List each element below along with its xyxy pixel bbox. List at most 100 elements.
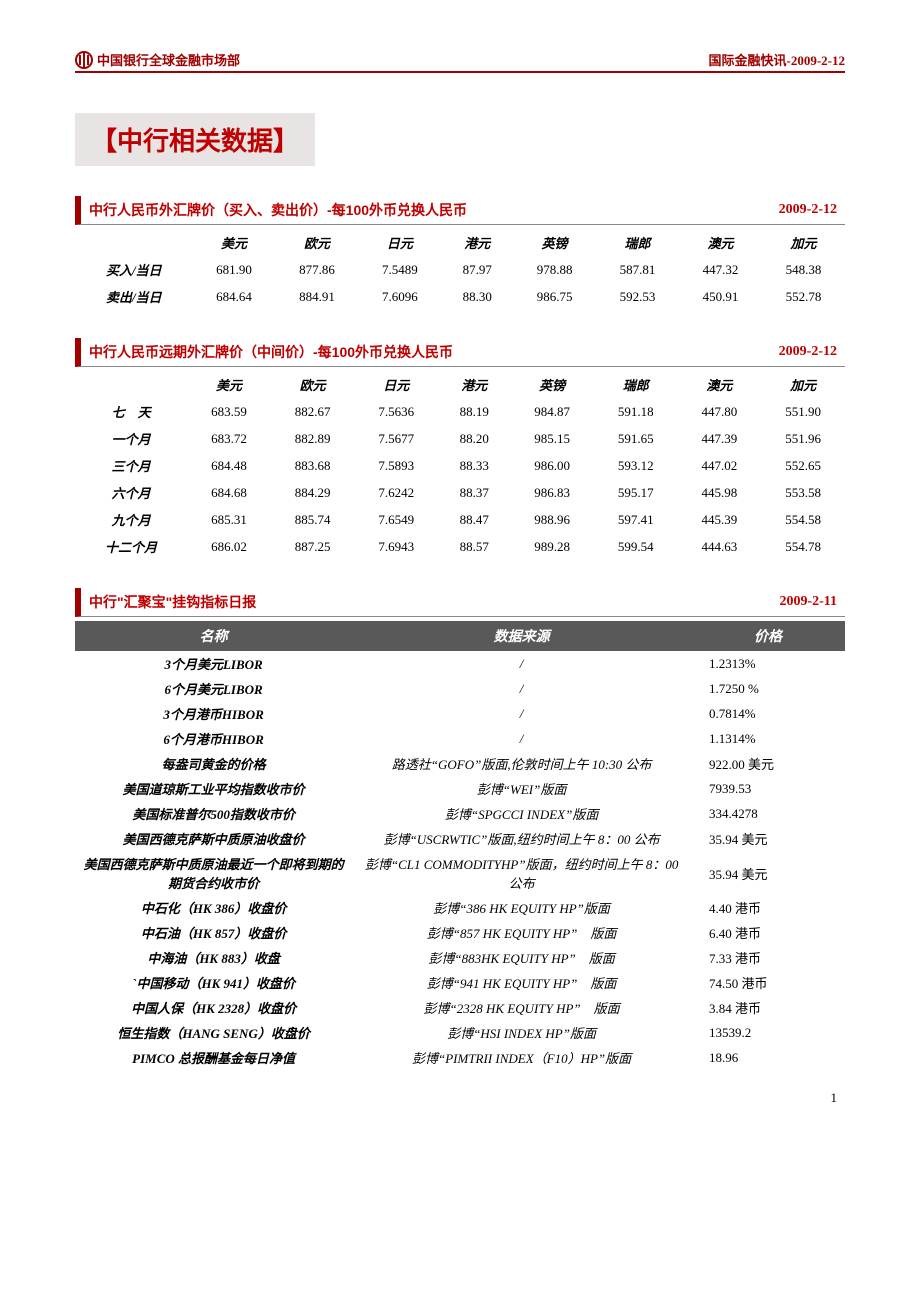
cell: 447.80 [678,398,762,425]
boc-logo-icon [75,51,93,69]
cell: 986.75 [513,283,596,310]
cell: 683.59 [187,398,271,425]
cell: 7.6242 [354,479,438,506]
table-row: PIMCO 总报酬基金每日净值彭博“PIMTRII INDEX（F10）HP”版… [75,1045,845,1070]
hjb-name: 6个月美元LIBOR [75,676,352,701]
hjb-header-row: 名称 数据来源 价格 [75,621,845,651]
cell: 683.72 [187,425,271,452]
hjb-source: 彭博“WEI”版面 [352,776,691,801]
hjb-source: 彭博“SPGCCI INDEX”版面 [352,801,691,826]
cell: 444.63 [678,533,762,560]
hjb-name: 中海油（HK 883）收盘 [75,945,352,970]
hjb-name: 恒生指数（HANG SENG）收盘价 [75,1020,352,1045]
hjb-price: 334.4278 [691,801,845,826]
hjb-name: 每盎司黄金的价格 [75,751,352,776]
hjb-source: 彭博“883HK EQUITY HP” 版面 [352,945,691,970]
table-row: 中石化（HK 386）收盘价彭博“386 HK EQUITY HP”版面4.40… [75,895,845,920]
fx-fwd-table: 美元欧元日元港元英镑瑞郎澳元加元 七 天683.59882.677.563688… [75,371,845,560]
hjb-date: 2009-2-11 [779,594,837,610]
fx-fwd-title-bar: 中行人民币远期外汇牌价（中间价）-每100外币兑换人民币 2009-2-12 [75,338,845,367]
cell: 7.5636 [354,398,438,425]
hjb-source: 彭博“USCRWTIC”版面,纽约时间上午 8：00 公布 [352,826,691,851]
cell: 885.74 [271,506,355,533]
col-header: 欧元 [275,229,358,256]
hjb-name: 中石油（HK 857）收盘价 [75,920,352,945]
table-row: 十二个月686.02887.257.694388.57989.28599.544… [75,533,845,560]
cell: 88.47 [438,506,510,533]
cell: 978.88 [513,256,596,283]
hjb-name: 6个月港币HIBOR [75,726,352,751]
col-header: 欧元 [271,371,355,398]
table-row: 七 天683.59882.677.563688.19984.87591.1844… [75,398,845,425]
fx-spot-table: 美元欧元日元港元英镑瑞郎澳元加元 买入/当日681.90877.867.5489… [75,229,845,310]
table-row: 中海油（HK 883）收盘彭博“883HK EQUITY HP” 版面7.33 … [75,945,845,970]
fx-spot-title: 中行人民币外汇牌价（买入、卖出价）-每100外币兑换人民币 [89,200,467,220]
cell: 684.48 [187,452,271,479]
cell: 88.33 [438,452,510,479]
cell: 7.6943 [354,533,438,560]
hjb-price: 35.94 美元 [691,826,845,851]
cell: 593.12 [594,452,678,479]
cell: 587.81 [596,256,679,283]
hjb-source: 彭博“PIMTRII INDEX（F10）HP”版面 [352,1045,691,1070]
hjb-price: 7.33 港币 [691,945,845,970]
table-row: 3个月美元LIBOR/1.2313% [75,651,845,676]
hjb-name: 美国西德克萨斯中质原油最近一个即将到期的期货合约收市价 [75,851,352,895]
table-row: 中石油（HK 857）收盘价彭博“857 HK EQUITY HP” 版面6.4… [75,920,845,945]
hjb-name: PIMCO 总报酬基金每日净值 [75,1045,352,1070]
table-row: 六个月684.68884.297.624288.37986.83595.1744… [75,479,845,506]
cell: 882.89 [271,425,355,452]
cell: 685.31 [187,506,271,533]
col-header: 美元 [187,371,271,398]
fx-spot-date: 2009-2-12 [779,202,837,218]
cell: 684.68 [187,479,271,506]
hjb-price: 3.84 港币 [691,995,845,1020]
cell: 88.20 [438,425,510,452]
hjb-source: 彭博“857 HK EQUITY HP” 版面 [352,920,691,945]
col-header: 加元 [762,229,845,256]
hjb-price: 1.2313% [691,651,845,676]
hjb-name: 3个月港币HIBOR [75,701,352,726]
hjb-source: / [352,676,691,701]
header-right-text: 国际金融快讯-2009-2-12 [709,50,846,69]
col-header: 英镑 [513,229,596,256]
cell: 450.91 [679,283,762,310]
cell: 989.28 [510,533,594,560]
table-row: 每盎司黄金的价格路透社“GOFO”版面,伦敦时间上午 10:30 公布922.0… [75,751,845,776]
table-row: 卖出/当日684.64884.917.609688.30986.75592.53… [75,283,845,310]
cell: 551.90 [761,398,845,425]
cell: 986.83 [510,479,594,506]
hjb-price: 35.94 美元 [691,851,845,895]
cell: 88.37 [438,479,510,506]
hjb-source: 彭博“386 HK EQUITY HP”版面 [352,895,691,920]
table-row: 6个月美元LIBOR/1.7250 % [75,676,845,701]
cell: 599.54 [594,533,678,560]
row-label: 六个月 [75,479,187,506]
row-label: 七 天 [75,398,187,425]
col-header: 港元 [441,229,513,256]
hjb-col-name: 名称 [75,621,352,651]
table-row: 一个月683.72882.897.567788.20985.15591.6544… [75,425,845,452]
hjb-name: 中国人保（HK 2328）收盘价 [75,995,352,1020]
cell: 552.65 [761,452,845,479]
table-row: 3个月港币HIBOR/0.7814% [75,701,845,726]
col-header: 日元 [354,371,438,398]
cell: 884.91 [275,283,358,310]
page-number: 1 [75,1090,845,1106]
row-label: 一个月 [75,425,187,452]
cell: 447.39 [678,425,762,452]
col-header: 美元 [193,229,276,256]
header-bar: 中国银行全球金融市场部 国际金融快讯-2009-2-12 [75,50,845,73]
table-row: 九个月685.31885.747.654988.47988.96597.4144… [75,506,845,533]
cell: 88.30 [441,283,513,310]
cell: 984.87 [510,398,594,425]
col-header: 澳元 [679,229,762,256]
col-header: 瑞郎 [596,229,679,256]
main-title-box: 【中行相关数据】 [75,113,315,166]
fx-fwd-title: 中行人民币远期外汇牌价（中间价）-每100外币兑换人民币 [89,342,453,362]
fx-spot-title-bar: 中行人民币外汇牌价（买入、卖出价）-每100外币兑换人民币 2009-2-12 [75,196,845,225]
hjb-price: 18.96 [691,1045,845,1070]
table-row: 恒生指数（HANG SENG）收盘价彭博“HSI INDEX HP”版面1353… [75,1020,845,1045]
row-label: 十二个月 [75,533,187,560]
cell: 882.67 [271,398,355,425]
